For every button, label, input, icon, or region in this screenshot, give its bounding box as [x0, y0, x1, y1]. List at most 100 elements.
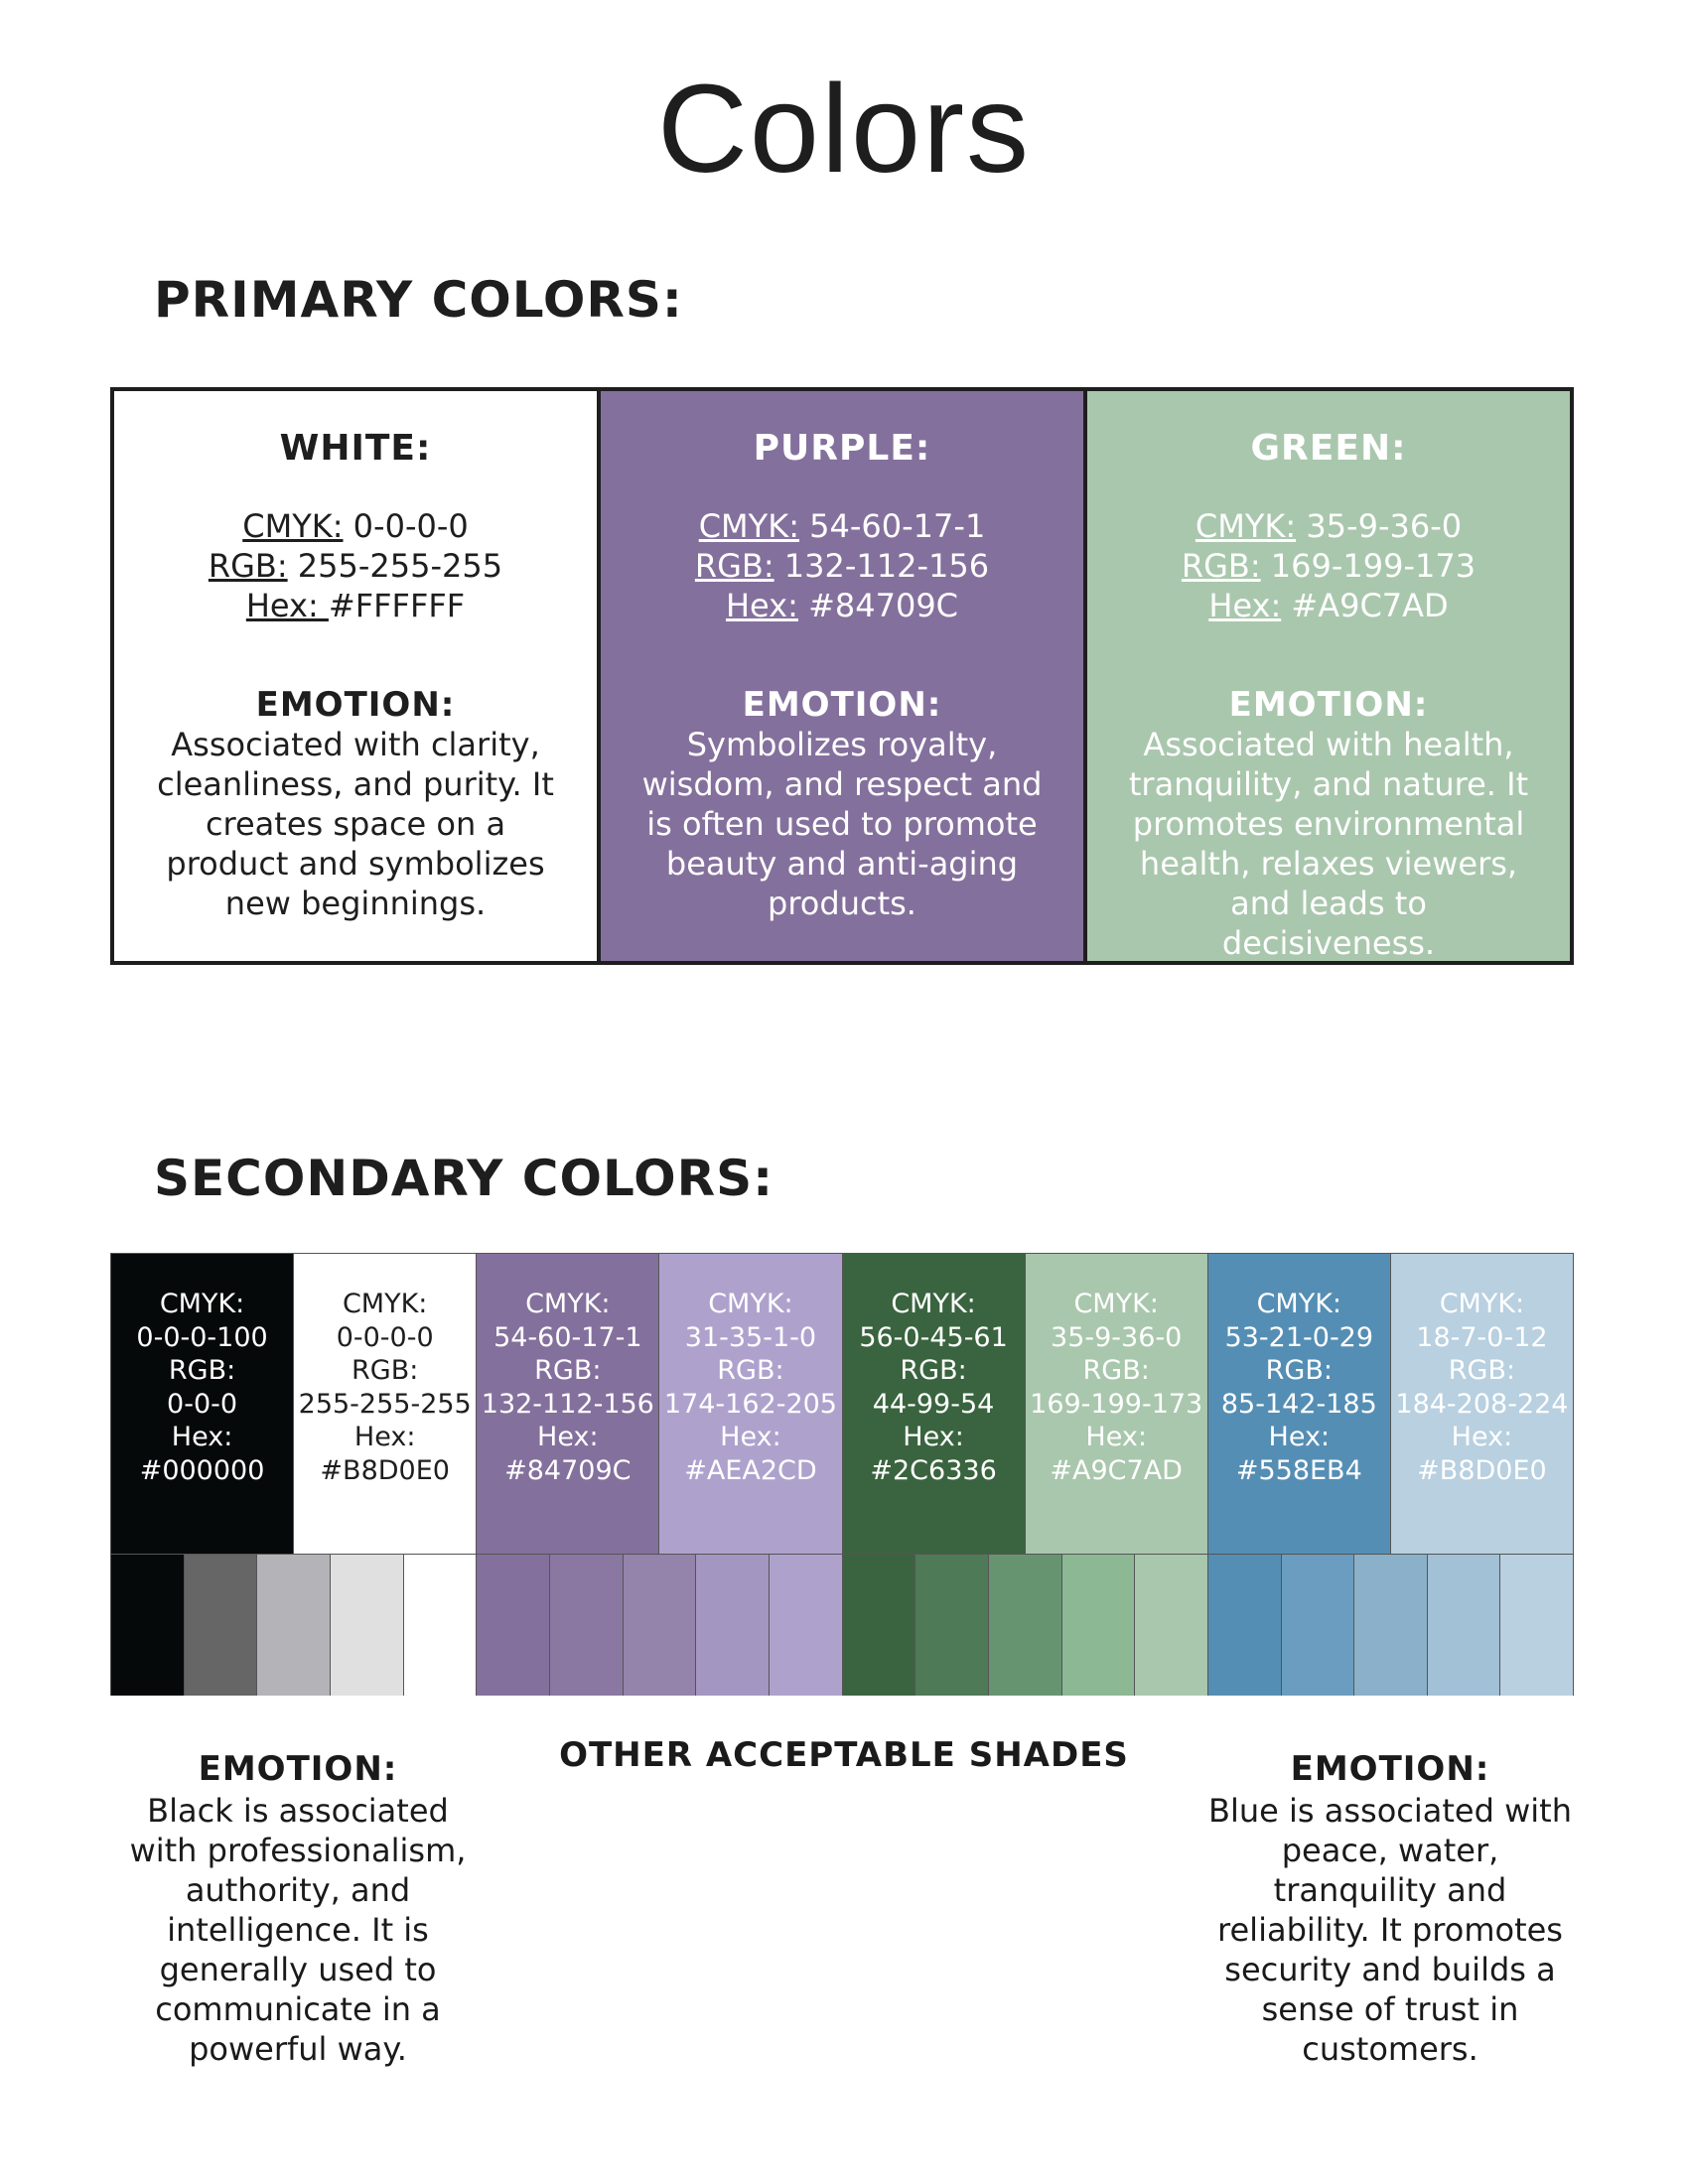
- swatch-line: CMYK:: [708, 1289, 793, 1319]
- swatch-line: 0-0-0: [167, 1388, 238, 1420]
- emotion-line: generally used to: [159, 1951, 437, 1988]
- swatch-line: RGB:: [534, 1355, 602, 1386]
- shade-swatch: [696, 1555, 770, 1696]
- swatch-line: 0-0-0-100: [136, 1321, 268, 1353]
- emotion-heading: EMOTION:: [1290, 1749, 1490, 1789]
- shade-swatch: [842, 1555, 916, 1696]
- swatch-line: Hex:: [353, 1422, 416, 1452]
- secondary-swatch: CMYK: 31-35-1-0 RGB: 174-162-205 Hex: #AEA2CD: [659, 1254, 843, 1554]
- shade-swatch: [623, 1555, 697, 1696]
- shades-caption: OTHER ACCEPTABLE SHADES: [559, 1735, 1129, 1775]
- shade-row: [111, 1554, 1574, 1696]
- swatch-line: CMYK:: [1439, 1289, 1525, 1319]
- swatch-line: Hex:: [720, 1422, 781, 1452]
- swatch-line: CMYK:: [1073, 1289, 1159, 1319]
- swatch-line: #B8D0E0: [320, 1454, 450, 1486]
- shade-swatch: [1281, 1555, 1355, 1696]
- swatch-row: CMYK: 0-0-0-100 RGB: 0-0-0 Hex: #000000 CMYK: 0…: [111, 1254, 1573, 1554]
- swatch-line: RGB:: [1082, 1355, 1150, 1386]
- shade-swatch: [1207, 1555, 1282, 1696]
- shade-swatch: [1354, 1555, 1428, 1696]
- shade-swatch: [257, 1555, 331, 1696]
- black-emotion: EMOTION: Black is associated with profess…: [109, 1749, 487, 2069]
- emotion-text: Associated with clarity, cleanliness, an…: [157, 726, 554, 922]
- shade-swatch: [1500, 1555, 1574, 1696]
- swatch-line: CMYK:: [159, 1289, 245, 1319]
- emotion-heading: EMOTION:: [1228, 685, 1429, 725]
- swatch-line: #000000: [139, 1454, 265, 1486]
- primary-colors-grid: WHITE: CMYK: 0-0-0-0 RGB: 255-255-255 He…: [110, 387, 1574, 965]
- hex-spec: Hex: #FFFFFF: [245, 587, 466, 624]
- shade-swatch: [1061, 1555, 1136, 1696]
- secondary-swatch: CMYK: 0-0-0-100 RGB: 0-0-0 Hex: #000000: [111, 1254, 295, 1554]
- hex-spec: Hex: #84709C: [725, 587, 959, 624]
- swatch-line: RGB:: [717, 1355, 784, 1386]
- shade-swatch: [769, 1555, 843, 1696]
- swatch-line: 54-60-17-1: [493, 1321, 642, 1353]
- swatch-line: 174-162-205: [663, 1388, 837, 1420]
- swatch-line: 31-35-1-0: [684, 1321, 817, 1353]
- swatch-line: Hex:: [1268, 1422, 1331, 1452]
- emotion-text: Black is associated with professionalism,…: [109, 1791, 487, 2069]
- shade-swatch: [111, 1555, 185, 1696]
- shade-swatch: [477, 1555, 550, 1696]
- swatch-line: 0-0-0-0: [336, 1321, 434, 1353]
- swatch-line: #558EB4: [1235, 1454, 1362, 1486]
- swatch-line: #84709C: [504, 1454, 632, 1486]
- swatch-line: Hex:: [537, 1422, 599, 1452]
- color-name: GREEN:: [1250, 428, 1407, 469]
- secondary-swatch: CMYK: 0-0-0-0 RGB: 255-255-255 Hex: #B8D0E0: [294, 1254, 478, 1554]
- swatch-line: 255-255-255: [298, 1388, 472, 1420]
- blue-emotion: EMOTION: Blue is associated with peace, w…: [1192, 1749, 1589, 2069]
- emotion-text: Blue is associated with peace, water, tran…: [1192, 1791, 1589, 2069]
- secondary-swatch: CMYK: 53-21-0-29 RGB: 85-142-185 Hex: #558EB4: [1207, 1254, 1391, 1554]
- emotion-line: with professionalism,: [129, 1832, 467, 1869]
- swatch-line: RGB:: [1265, 1355, 1333, 1386]
- emotion-line: sense of trust in: [1261, 1990, 1519, 2028]
- emotion-line: tranquility and: [1273, 1871, 1507, 1909]
- swatch-line: CMYK:: [525, 1289, 611, 1319]
- emotion-line: authority, and: [185, 1871, 411, 1909]
- swatch-line: 85-142-185: [1220, 1388, 1377, 1420]
- secondary-swatch: CMYK: 18-7-0-12 RGB: 184-208-224 Hex: #B8D0E0: [1390, 1254, 1573, 1554]
- swatch-line: #B8D0E0: [1417, 1454, 1547, 1486]
- swatch-line: #A9C7AD: [1050, 1454, 1183, 1486]
- shade-swatch: [403, 1555, 478, 1696]
- shade-swatch: [1135, 1555, 1208, 1696]
- swatch-line: RGB:: [168, 1355, 236, 1386]
- primary-card-white: WHITE: CMYK: 0-0-0-0 RGB: 255-255-255 He…: [114, 391, 597, 961]
- emotion-line: peace, water,: [1281, 1832, 1499, 1869]
- page-title: Colors: [656, 59, 1032, 199]
- swatch-line: CMYK:: [891, 1289, 976, 1319]
- color-name: PURPLE:: [753, 428, 931, 469]
- swatch-line: CMYK:: [1256, 1289, 1342, 1319]
- swatch-line: 35-9-36-0: [1051, 1321, 1183, 1353]
- swatch-line: #2C6336: [870, 1454, 997, 1486]
- rgb-spec: RGB: 132-112-156: [694, 547, 990, 585]
- emotion-line: Blue is associated with: [1208, 1792, 1572, 1830]
- emotion-text: Symbolizes royalty, wisdom, and respect …: [641, 726, 1043, 922]
- swatch-line: 169-199-173: [1030, 1388, 1203, 1420]
- color-name: WHITE:: [279, 428, 432, 469]
- shade-swatch: [988, 1555, 1062, 1696]
- shade-swatch: [549, 1555, 624, 1696]
- secondary-swatch: CMYK: 56-0-45-61 RGB: 44-99-54 Hex: #2C6336: [842, 1254, 1026, 1554]
- primary-card-purple: PURPLE: CMYK: 54-60-17-1 RGB: 132-112-15…: [597, 391, 1083, 961]
- shade-swatch: [184, 1555, 258, 1696]
- emotion-text: Associated with health, tranquility, and…: [1128, 726, 1529, 962]
- swatch-line: RGB:: [900, 1355, 967, 1386]
- emotion-line: customers.: [1302, 2030, 1478, 2068]
- swatch-line: #AEA2CD: [684, 1454, 817, 1486]
- swatch-line: 44-99-54: [872, 1388, 995, 1420]
- cmyk-spec: CMYK: 35-9-36-0: [1195, 507, 1463, 545]
- shade-swatch: [330, 1555, 404, 1696]
- swatch-line: Hex:: [903, 1422, 964, 1452]
- emotion-heading: EMOTION:: [255, 685, 456, 725]
- secondary-colors-grid: CMYK: 0-0-0-100 RGB: 0-0-0 Hex: #000000 CMYK: 0…: [110, 1253, 1574, 1696]
- cmyk-spec: CMYK: 54-60-17-1: [698, 507, 986, 545]
- swatch-line: 132-112-156: [481, 1388, 654, 1420]
- swatch-line: RGB:: [1448, 1355, 1516, 1386]
- emotion-heading: EMOTION:: [198, 1749, 398, 1789]
- rgb-spec: RGB: 169-199-173: [1181, 547, 1477, 585]
- emotion-line: intelligence. It is: [167, 1911, 429, 1949]
